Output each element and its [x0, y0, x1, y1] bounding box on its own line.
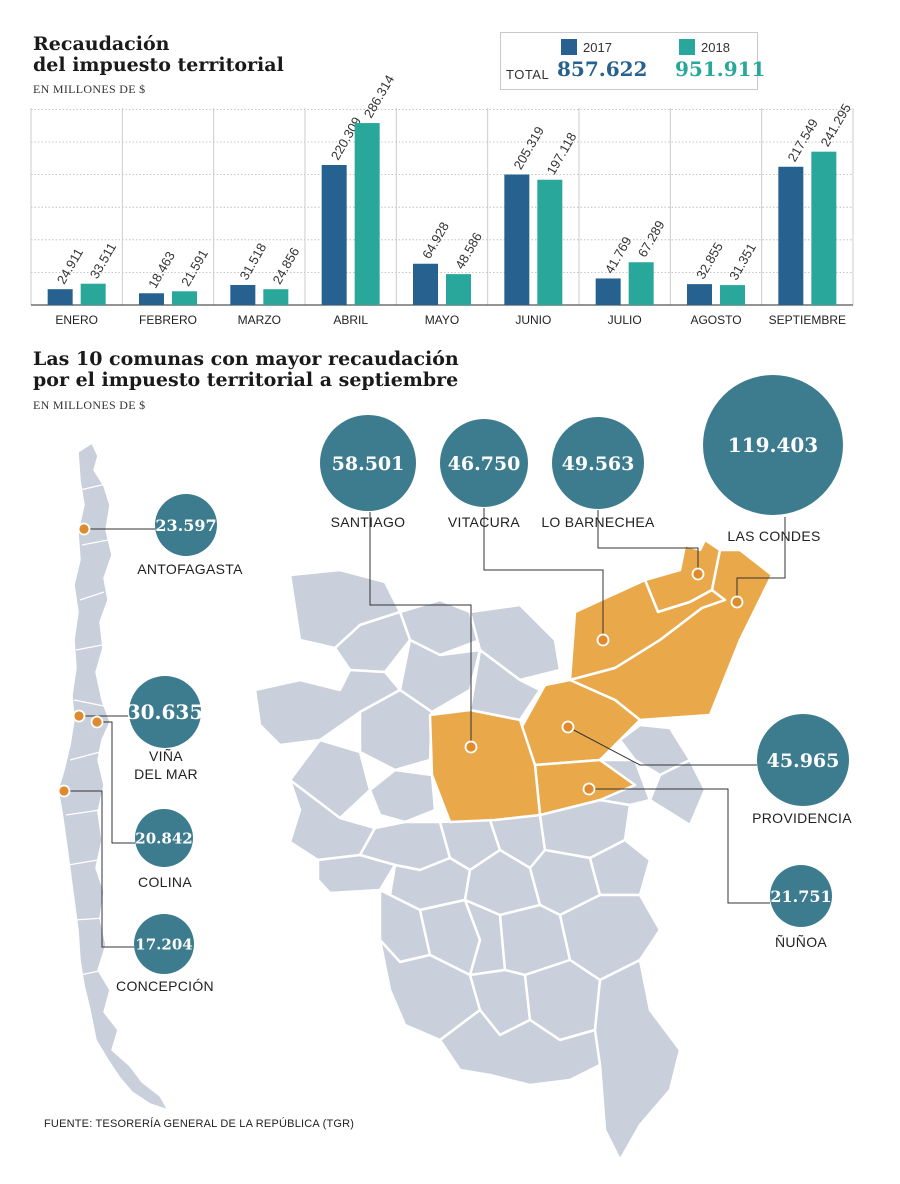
- comuna-name: SANTIAGO: [331, 514, 406, 530]
- chile-region-borders: [65, 483, 109, 976]
- map-title-line1: Las 10 comunas con mayor recaudación: [33, 348, 459, 370]
- bar-2017-agosto: [687, 284, 712, 305]
- bubble-value: 45.965: [767, 750, 840, 772]
- location-dot: [596, 633, 610, 647]
- bubble-value: 21.751: [770, 887, 831, 906]
- x-tick-label: MARZO: [238, 313, 281, 327]
- bubble-8: [135, 809, 193, 867]
- location-dot: [57, 784, 71, 798]
- bubble-value: 58.501: [332, 453, 405, 475]
- bar-2017-mayo: [413, 263, 438, 305]
- bar-2018-enero: [80, 283, 106, 305]
- x-tick-label: ABRIL: [333, 313, 368, 327]
- total-label: TOTAL: [506, 67, 550, 82]
- comuna-name: LO BARNECHEA: [541, 514, 655, 530]
- legend-swatch-2018: [679, 39, 695, 55]
- legend-swatch-2017: [561, 39, 577, 55]
- highlighted-comunas: [428, 538, 774, 824]
- location-dot: [90, 715, 104, 729]
- bubble-7: [129, 676, 201, 748]
- bubble-2: [552, 417, 644, 509]
- legend-label-2018: 2018: [701, 40, 730, 55]
- total-2018: 951.911: [675, 57, 766, 81]
- comuna-name: PROVIDENCIA: [752, 810, 852, 826]
- comuna-name: CONCEPCIÓN: [116, 978, 214, 994]
- bar-2017-septiembre: [778, 166, 804, 305]
- comuna-name: ÑUÑOA: [775, 934, 827, 950]
- x-tick-label: SEPTIEMBRE: [769, 313, 846, 327]
- location-dot: [730, 595, 744, 609]
- bubble-value: 23.597: [155, 516, 216, 535]
- location-dot: [72, 709, 86, 723]
- map-title-line2: por el impuesto territorial a septiembre: [33, 369, 459, 391]
- location-dot: [464, 740, 478, 754]
- bubble-9: [134, 914, 194, 974]
- leader-line: [483, 508, 604, 640]
- leader-line: [597, 510, 699, 574]
- x-tick-label: ENERO: [55, 313, 98, 327]
- bar-2018-junio: [537, 179, 563, 305]
- location-dot: [582, 782, 596, 796]
- bar-2017-abril: [321, 164, 347, 305]
- bar-2018-septiembre: [811, 151, 837, 305]
- bar-chart-title: Recaudación del impuesto territorial: [33, 34, 284, 76]
- x-tick-label: JUNIO: [515, 313, 551, 327]
- leader-line: [567, 726, 757, 766]
- comuna-name-line2: DEL MAR: [134, 766, 198, 782]
- source-note: FUENTE: TESORERÍA GENERAL DE LA REPÚBLIC…: [44, 1118, 355, 1130]
- bubble-0: [320, 415, 416, 511]
- bar-2018-agosto: [720, 285, 745, 305]
- leader-line: [736, 517, 786, 602]
- bubble-value: 30.635: [127, 700, 204, 724]
- bubble-3: [703, 375, 843, 515]
- x-tick-label: JULIO: [608, 313, 642, 327]
- comuna-name: LAS CONDES: [727, 528, 820, 544]
- bar-2017-junio: [504, 174, 530, 305]
- bar-chart-title-line1: Recaudación: [33, 33, 170, 55]
- santiago-comunas: [253, 568, 707, 1162]
- bubble-4: [757, 714, 849, 806]
- bubble-5: [770, 865, 832, 927]
- map-subtitle: EN MILLONES DE $: [33, 398, 146, 412]
- leader-line: [369, 512, 472, 747]
- leader-line: [64, 790, 134, 948]
- location-dot: [77, 522, 91, 536]
- bar-2018-julio: [628, 262, 654, 305]
- comuna-name: VIÑA: [149, 748, 183, 764]
- bar-2017-marzo: [230, 284, 256, 305]
- comuna-name: ANTOFAGASTA: [137, 561, 243, 577]
- bar-2018-marzo: [263, 289, 289, 305]
- bar-2018-febrero: [172, 291, 197, 305]
- bar-2017-enero: [47, 289, 73, 305]
- bubble-value: 119.403: [728, 433, 818, 457]
- bar-2017-julio: [595, 278, 621, 305]
- legend-box: 2017 2018 TOTAL 857.622 951.911: [500, 32, 765, 90]
- comuna-name: VITACURA: [448, 514, 521, 530]
- bar-2017-febrero: [139, 293, 164, 305]
- bar-2018-abril: [354, 123, 380, 306]
- bubble-1: [440, 419, 528, 507]
- bar-2018-mayo: [446, 274, 471, 305]
- x-tick-label: AGOSTO: [690, 313, 741, 327]
- leader-line: [97, 721, 135, 844]
- bar-chart-subtitle: EN MILLONES DE $: [33, 82, 146, 96]
- bubble-value: 49.563: [562, 453, 635, 475]
- total-2017: 857.622: [557, 57, 648, 81]
- comuna-santiago: [428, 708, 542, 824]
- location-dot: [561, 720, 575, 734]
- location-dot: [691, 567, 705, 581]
- bubble-6: [155, 494, 217, 556]
- bar-chart-title-line2: del impuesto territorial: [33, 54, 284, 76]
- x-tick-label: MAYO: [425, 313, 459, 327]
- comuna-name: COLINA: [138, 874, 192, 890]
- legend-label-2017: 2017: [583, 40, 612, 55]
- leader-line: [589, 788, 770, 904]
- x-tick-label: FEBRERO: [139, 313, 197, 327]
- map-title: Las 10 comunas con mayor recaudación por…: [33, 349, 459, 391]
- bubble-value: 17.204: [135, 935, 192, 953]
- bubble-value: 20.842: [135, 829, 192, 847]
- bubble-value: 46.750: [448, 453, 521, 475]
